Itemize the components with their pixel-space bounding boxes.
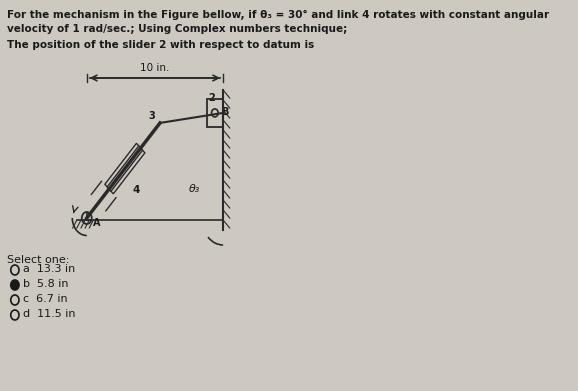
Text: 10 in.: 10 in.	[140, 63, 169, 73]
Text: velocity of 1 rad/sec.; Using Complex numbers technique;: velocity of 1 rad/sec.; Using Complex nu…	[6, 24, 347, 34]
Text: Select one:: Select one:	[6, 255, 69, 265]
Bar	[206, 99, 223, 127]
Text: 3: 3	[149, 111, 155, 121]
Circle shape	[11, 280, 19, 290]
Text: d  11.5 in: d 11.5 in	[23, 309, 76, 319]
Text: b  5.8 in: b 5.8 in	[23, 279, 69, 289]
Text: 4: 4	[132, 185, 140, 195]
Text: c  6.7 in: c 6.7 in	[23, 294, 68, 304]
Text: θ₃: θ₃	[188, 184, 199, 194]
Text: For the mechanism in the Figure bellow, if θ₃ = 30° and link 4 rotates with cons: For the mechanism in the Figure bellow, …	[6, 10, 549, 20]
Text: a  13.3 in: a 13.3 in	[23, 264, 75, 274]
Text: A: A	[92, 218, 100, 228]
Text: 2: 2	[208, 93, 215, 103]
Text: The position of the slider 2 with respect to datum is: The position of the slider 2 with respec…	[6, 40, 314, 50]
Text: B: B	[221, 107, 229, 117]
